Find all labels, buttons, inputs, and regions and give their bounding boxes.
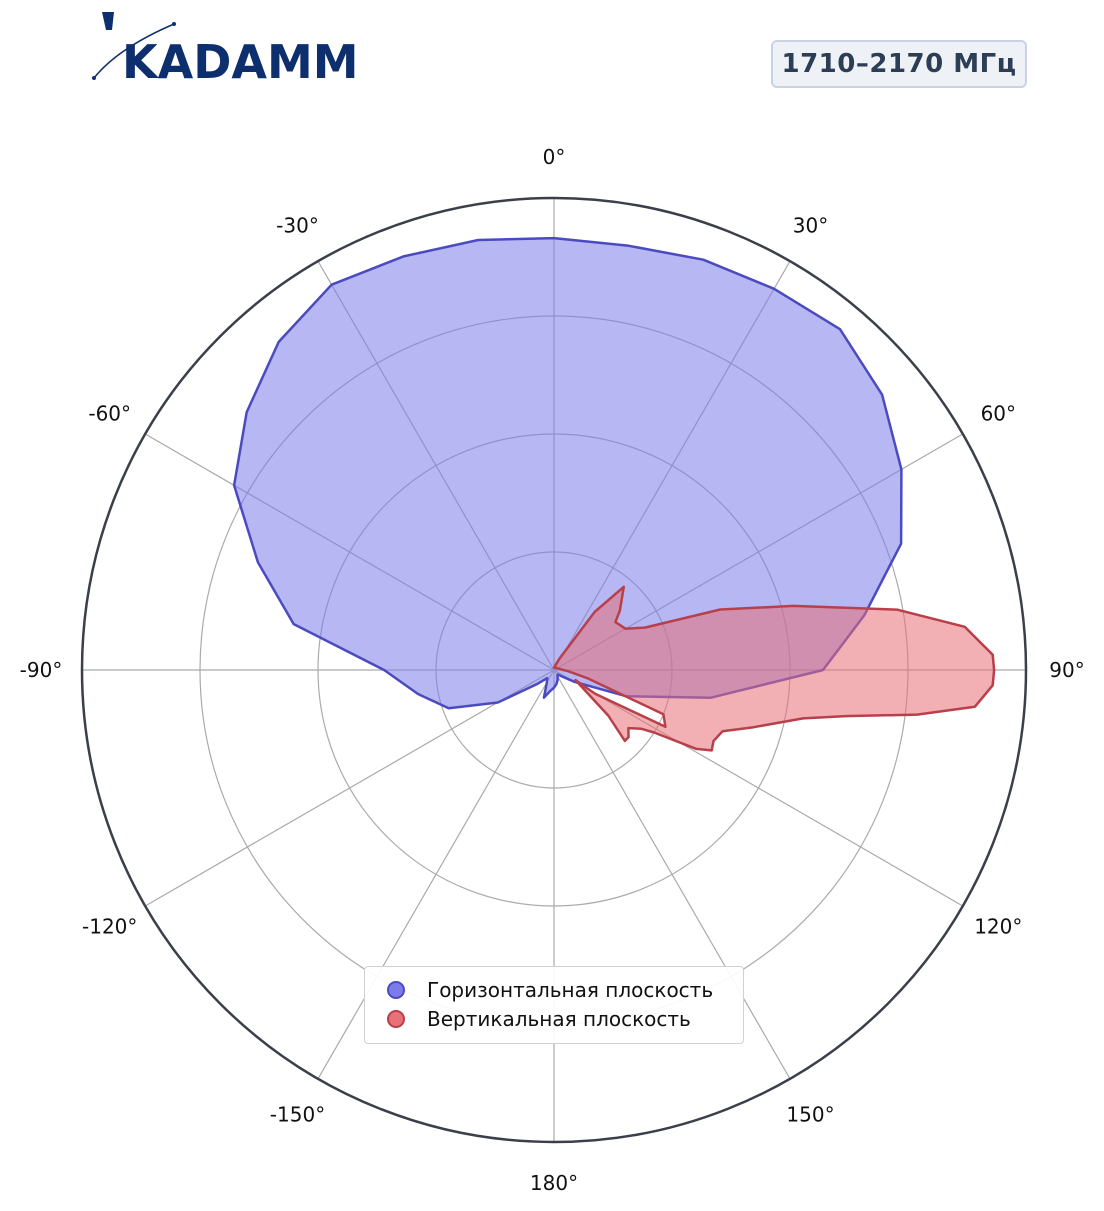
legend-label-vertical: Вертикальная плоскость: [427, 1006, 691, 1031]
outer-ring: [80, 196, 1028, 1144]
logo-tick-mark: [102, 12, 114, 30]
series-area-vertical: [552, 585, 996, 752]
angle-tick-label: 150°: [786, 1102, 834, 1126]
angle-tick-label: 120°: [974, 915, 1022, 939]
legend-item-horizontal[interactable]: Горизонтальная плоскость: [387, 975, 731, 1004]
angular-gridline: [144, 669, 555, 907]
angle-tick-label: 180°: [530, 1171, 578, 1195]
legend-label-horizontal: Горизонтальная плоскость: [427, 977, 714, 1002]
legend-item-vertical[interactable]: Вертикальная плоскость: [387, 1004, 731, 1033]
series-area-horizontal: [232, 236, 903, 710]
angle-tick-label: 30°: [793, 214, 828, 238]
legend-marker-horizontal: [387, 980, 405, 999]
legend-marker-vertical: [387, 1009, 405, 1028]
series-layer: [232, 236, 996, 752]
frequency-badge: 1710–2170 МГц: [771, 40, 1027, 88]
angular-gridline: [317, 669, 555, 1080]
legend: Горизонтальная плоскость Вертикальная пл…: [364, 966, 744, 1044]
kadamm-logo: KADAMM: [92, 12, 359, 88]
logo-wordmark: KADAMM: [122, 35, 359, 88]
angle-tick-label: -150°: [270, 1102, 325, 1126]
angle-tick-labels: 0° 30° 60° 90° 120° 150° 180° -150° -120° -90° -60…: [20, 145, 1085, 1195]
angular-gridline: [553, 669, 791, 1080]
angle-tick-label: -30°: [276, 214, 319, 238]
angle-tick-label: 0°: [543, 145, 566, 169]
logo-arc-dot-top: [172, 22, 176, 26]
angle-tick-label: -120°: [82, 915, 137, 939]
angle-tick-label: -90°: [20, 658, 63, 682]
logo-arc-dot-bottom: [92, 76, 96, 80]
angle-tick-label: -60°: [88, 402, 131, 426]
angle-tick-label: 60°: [981, 402, 1016, 426]
logo-arc: [93, 23, 175, 79]
angle-tick-label: 90°: [1049, 658, 1084, 682]
